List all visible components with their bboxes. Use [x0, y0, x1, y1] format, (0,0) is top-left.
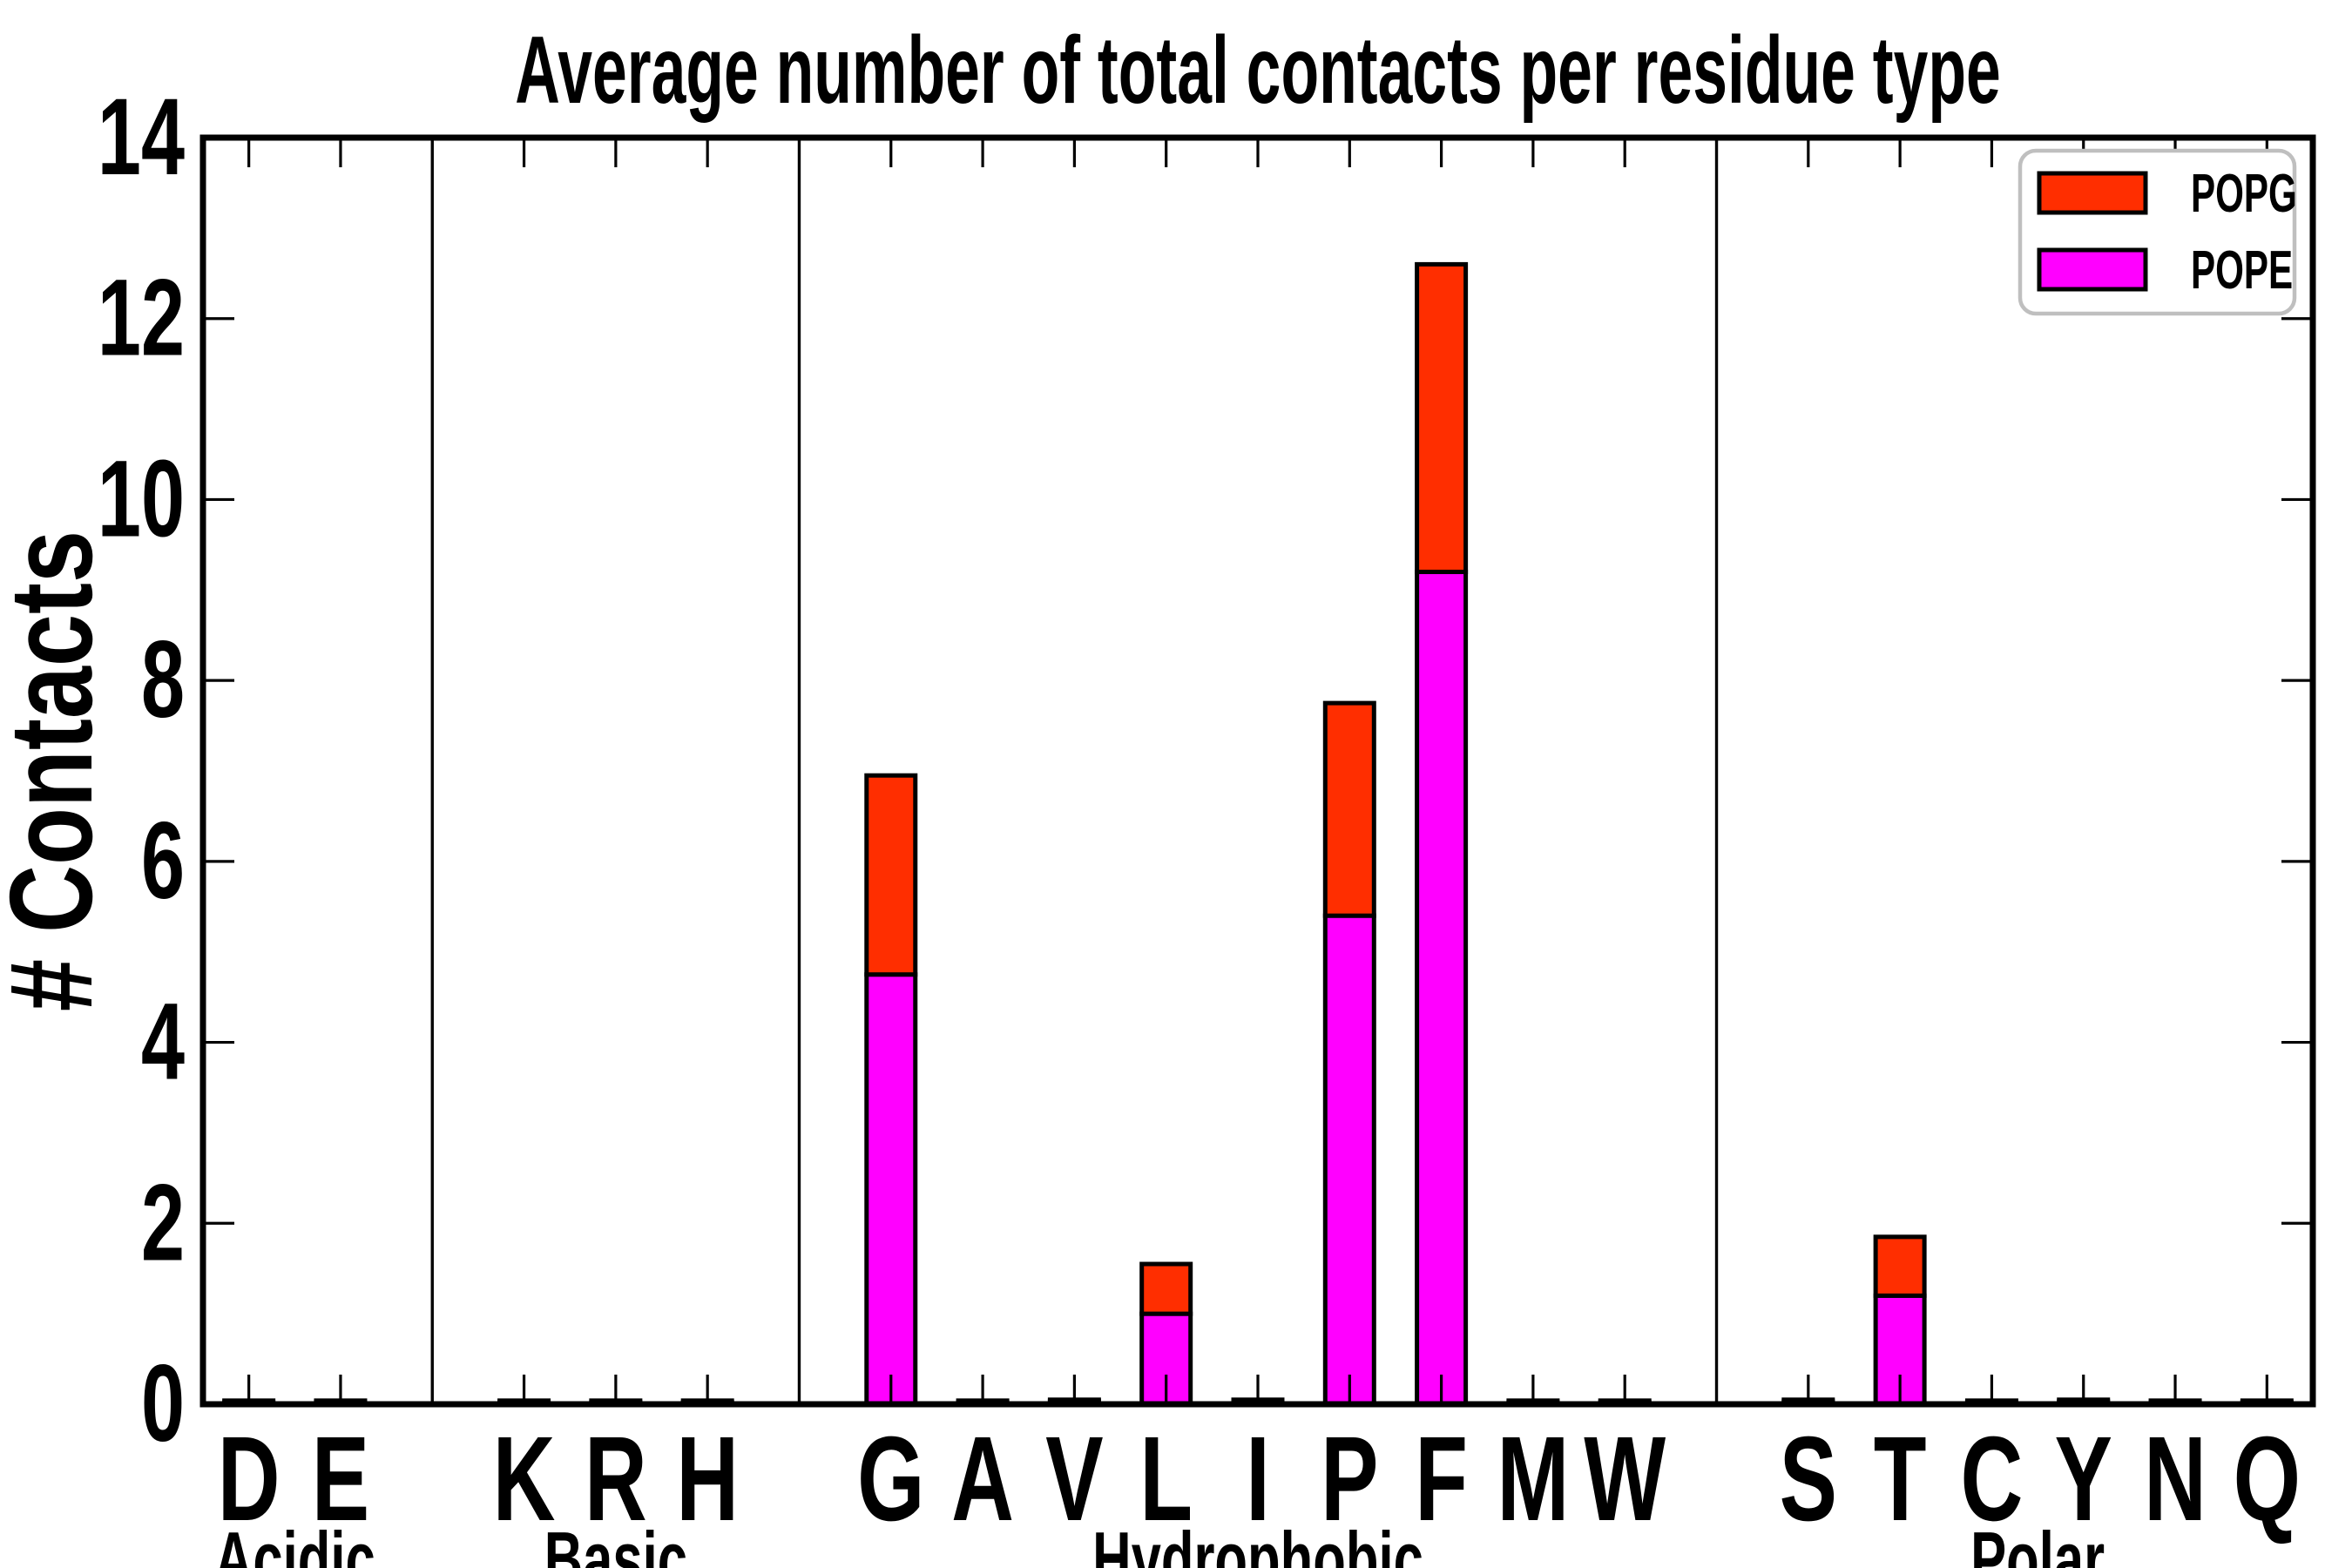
y-tick-label-6: 6: [141, 800, 185, 922]
legend-label-popg: POPG: [2191, 164, 2297, 224]
group-label-basic: Basic: [544, 1517, 687, 1568]
axis-labels-layer: 0 2 4 6 8 10 12 14 D E K R H G A V L I P F M W S T C Y N Q Acidic Bas…: [98, 77, 2301, 1568]
bars-layer: [222, 261, 2294, 1407]
x-tick-label-W: W: [1584, 1412, 1666, 1546]
x-tick-label-E: E: [312, 1412, 369, 1546]
x-tick-label-Q: Q: [2234, 1412, 2301, 1546]
y-tick-label-8: 8: [141, 619, 185, 741]
y-tick-label-0: 0: [141, 1343, 185, 1465]
group-label-hydrophobic: Hydrophobic: [1092, 1517, 1423, 1568]
y-axis-label: # Contacts: [0, 531, 117, 1011]
bar-P-pope: [1322, 913, 1376, 1407]
x-tick-label-H: H: [676, 1412, 739, 1546]
axes-frame-layer: [199, 134, 2316, 1408]
x-tick-label-R: R: [585, 1412, 647, 1546]
bar-G-popg: [864, 773, 918, 977]
y-tick-label-4: 4: [141, 981, 185, 1103]
x-tick-label-L: L: [1139, 1412, 1193, 1546]
x-tick-label-A: A: [951, 1412, 1014, 1546]
group-label-polar: Polar: [1970, 1517, 2105, 1568]
legend-swatch-popg: [2037, 171, 2148, 215]
y-tick-label-10: 10: [98, 438, 185, 560]
x-tick-label-G: G: [857, 1412, 924, 1546]
y-tick-label-2: 2: [141, 1162, 185, 1284]
x-tick-label-P: P: [1321, 1412, 1378, 1546]
legend: POPG POPE: [2017, 148, 2297, 316]
bar-F-pope: [1415, 570, 1469, 1407]
bar-P-popg: [1322, 700, 1376, 918]
ticks-layer: [203, 136, 2313, 1406]
legend-label-pope: POPE: [2191, 240, 2293, 301]
y-tick-label-14: 14: [98, 77, 185, 199]
bar-L-popg: [1139, 1261, 1193, 1316]
bar-F-popg: [1415, 261, 1469, 575]
legend-swatch-pope: [2037, 247, 2148, 292]
x-tick-label-S: S: [1780, 1412, 1837, 1546]
group-label-acidic: Acidic: [214, 1517, 375, 1568]
x-tick-label-N: N: [2144, 1412, 2207, 1546]
x-tick-label-V: V: [1045, 1412, 1103, 1546]
x-tick-label-I: I: [1246, 1412, 1270, 1546]
chart-title: Average number of total contacts per res…: [515, 16, 2000, 123]
x-tick-label-M: M: [1497, 1412, 1570, 1546]
bar-T-popg: [1873, 1234, 1927, 1298]
y-tick-label-12: 12: [98, 257, 185, 379]
plot-frame: [199, 134, 2316, 1408]
bar-G-pope: [864, 972, 918, 1407]
x-tick-label-C: C: [1961, 1412, 2024, 1546]
x-tick-label-D: D: [218, 1412, 280, 1546]
x-tick-label-Y: Y: [2055, 1412, 2112, 1546]
x-tick-label-K: K: [493, 1412, 556, 1546]
x-tick-label-T: T: [1874, 1412, 1927, 1546]
x-tick-label-F: F: [1415, 1412, 1468, 1546]
